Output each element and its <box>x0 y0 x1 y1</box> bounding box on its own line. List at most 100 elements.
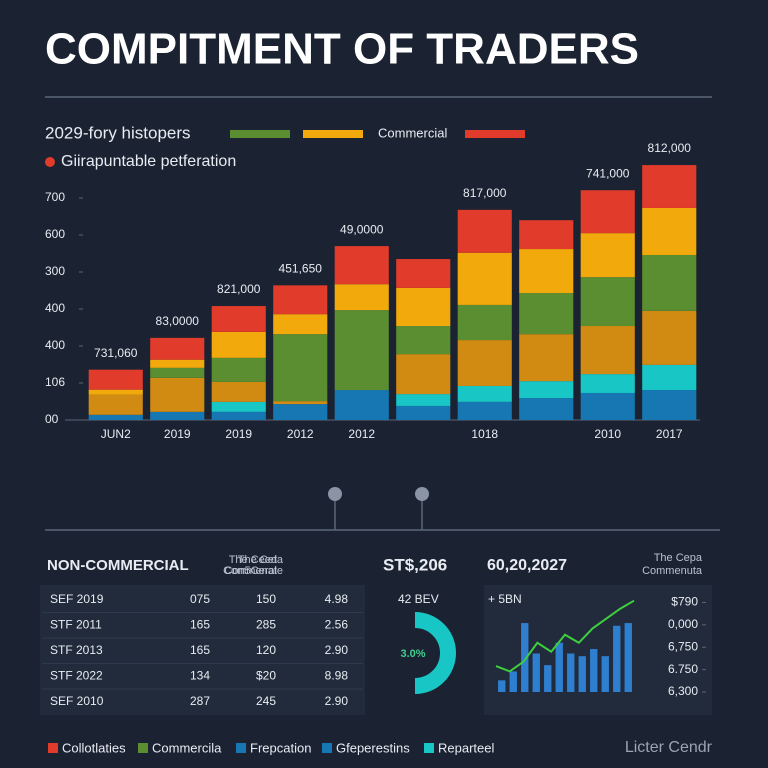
chart-subtitle: The Cepa <box>654 552 703 564</box>
bar <box>555 642 563 692</box>
legend-label: Commercila <box>152 740 222 755</box>
note: Giirapuntable petferation <box>61 153 236 170</box>
bar-segment <box>273 314 328 335</box>
y-tick-label: 6,750 <box>668 639 698 653</box>
table-cell: 8.98 <box>325 669 349 683</box>
bar-segment <box>150 367 205 378</box>
bar-segment <box>273 401 328 405</box>
table-cell: 2.90 <box>325 643 349 657</box>
bar-segment <box>273 404 328 420</box>
legend-swatch <box>48 743 58 753</box>
legend-swatch <box>230 130 290 138</box>
bar-segment <box>396 259 451 288</box>
bar-segment <box>519 249 574 294</box>
y-tick-label: 700 <box>45 190 65 204</box>
bar <box>509 671 517 692</box>
bar-segment <box>211 306 266 332</box>
bar-segment <box>334 390 389 420</box>
legend-label: Reparteel <box>438 740 494 755</box>
column-header: Con5Ceral <box>224 565 277 577</box>
bar-segment <box>519 381 574 399</box>
bar-segment <box>150 337 205 360</box>
y-tick-label: 300 <box>45 264 65 278</box>
subtitle: 2029-fory histopers <box>45 123 191 142</box>
y-tick-label: $790 <box>671 595 698 609</box>
y-tick-label: 6,300 <box>668 684 698 698</box>
legend-swatch <box>138 743 148 753</box>
bar-segment <box>580 233 635 278</box>
chart-title: 60,20,2027 <box>487 557 567 574</box>
bar-segment <box>396 394 451 406</box>
y-tick-label: 600 <box>45 227 65 241</box>
legend-swatch <box>424 743 434 753</box>
legend-swatch <box>236 743 246 753</box>
bar-segment <box>150 411 205 420</box>
slider-knob[interactable] <box>415 487 429 501</box>
bar-segment <box>642 254 697 311</box>
bar-segment <box>396 354 451 395</box>
bar-segment <box>642 165 697 208</box>
x-tick-label: 2012 <box>287 427 314 441</box>
legend-label: Gfeperestins <box>336 740 410 755</box>
bar-segment <box>457 252 512 305</box>
table-cell: STF 2011 <box>50 618 102 632</box>
bar-label: 812,000 <box>648 141 692 155</box>
bar <box>498 680 506 692</box>
table-cell: $20 <box>256 669 276 683</box>
x-tick-label: 2010 <box>594 427 621 441</box>
gauge-label: 3.0% <box>400 648 425 660</box>
bar-segment <box>519 293 574 335</box>
x-tick-label: 2019 <box>225 427 252 441</box>
bar-segment <box>580 190 635 234</box>
annotation: + 5BN <box>488 592 522 606</box>
column-header: The Ceta <box>238 554 284 566</box>
table-cell: SEF 2010 <box>50 694 104 708</box>
bar <box>613 625 621 692</box>
bar-segment <box>519 220 574 250</box>
bar-segment <box>88 369 143 390</box>
bar-segment <box>273 285 328 315</box>
table-cell: STF 2022 <box>50 669 103 683</box>
gauge-subtitle: 42 BEV <box>398 592 439 606</box>
footer: Licter Cendr <box>625 739 713 756</box>
y-tick-label: 400 <box>45 338 65 352</box>
bar-segment <box>519 334 574 382</box>
bar-segment <box>396 326 451 355</box>
column-header: The Ceed <box>229 554 277 566</box>
table-cell: SEF 2019 <box>50 592 104 606</box>
legend-label: Collotlaties <box>62 740 126 755</box>
bar-label: 49,0000 <box>340 222 384 236</box>
bar <box>624 623 632 692</box>
table-cell: 150 <box>256 592 276 606</box>
bar <box>590 649 598 692</box>
bar-label: 741,000 <box>586 166 630 180</box>
bar-segment <box>642 390 697 420</box>
legend-swatch <box>322 743 332 753</box>
table-cell: 134 <box>190 669 210 683</box>
bar-segment <box>211 411 266 420</box>
x-tick-label: 2019 <box>164 427 191 441</box>
table-cell: 075 <box>190 592 210 606</box>
gauge-arc <box>414 612 456 694</box>
bar-segment <box>334 284 389 311</box>
x-tick-label: 2017 <box>656 427 683 441</box>
legend-swatch <box>465 130 525 138</box>
legend-swatch <box>303 130 363 138</box>
bar-segment <box>457 209 512 253</box>
bar-segment <box>150 359 205 368</box>
bar-label: 83,0000 <box>156 314 200 328</box>
bar-segment <box>642 310 697 365</box>
table-cell: 165 <box>190 643 210 657</box>
bar-segment <box>211 357 266 382</box>
bar <box>521 623 529 692</box>
bar-label: 731,060 <box>94 346 138 360</box>
trend-line <box>495 599 635 673</box>
bar-segment <box>211 331 266 358</box>
y-tick-label: 400 <box>45 301 65 315</box>
y-tick-label: 0,000 <box>668 617 698 631</box>
bar-segment <box>580 326 635 375</box>
bar-segment <box>211 381 266 402</box>
bar-label: 451,650 <box>279 261 323 275</box>
slider-knob[interactable] <box>328 487 342 501</box>
